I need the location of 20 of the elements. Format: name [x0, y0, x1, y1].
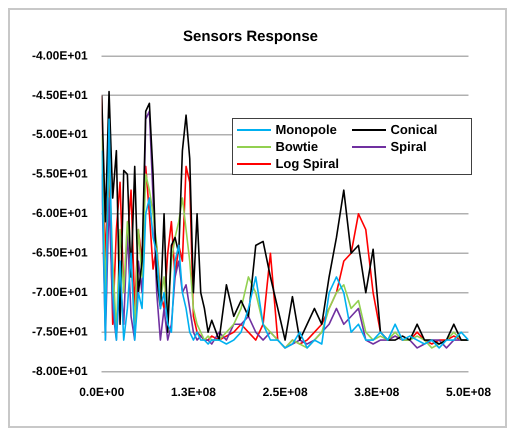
y-tick-label: -5.50E+01 — [32, 166, 88, 181]
y-tick-label: -7.00E+01 — [32, 285, 88, 300]
x-tick-label: 0.0E+00 — [79, 385, 125, 400]
x-tick-label: 5.0E+08 — [446, 385, 492, 400]
x-tick-label: 2.5E+08 — [262, 385, 308, 400]
x-tick-label: 3.8E+08 — [354, 385, 400, 400]
y-tick-label: -6.00E+01 — [32, 206, 88, 220]
chart-title: Sensors Response — [182, 28, 318, 46]
legend-label: Spiral — [390, 139, 427, 154]
x-tick-label: 1.3E+08 — [170, 385, 216, 400]
y-tick-label: -6.50E+01 — [32, 246, 88, 260]
legend-label: Conical — [390, 122, 438, 137]
legend-label: Bowtie — [275, 139, 318, 154]
y-tick-label: -4.00E+01 — [32, 48, 88, 62]
y-tick-label: -8.00E+01 — [32, 364, 88, 378]
legend-label: Monopole — [275, 122, 337, 137]
legend-label: Log Spiral — [275, 156, 340, 171]
y-tick-label: -4.50E+01 — [32, 88, 88, 102]
y-tick-label: -7.50E+01 — [32, 324, 88, 338]
y-tick-label: -5.00E+01 — [32, 127, 88, 142]
